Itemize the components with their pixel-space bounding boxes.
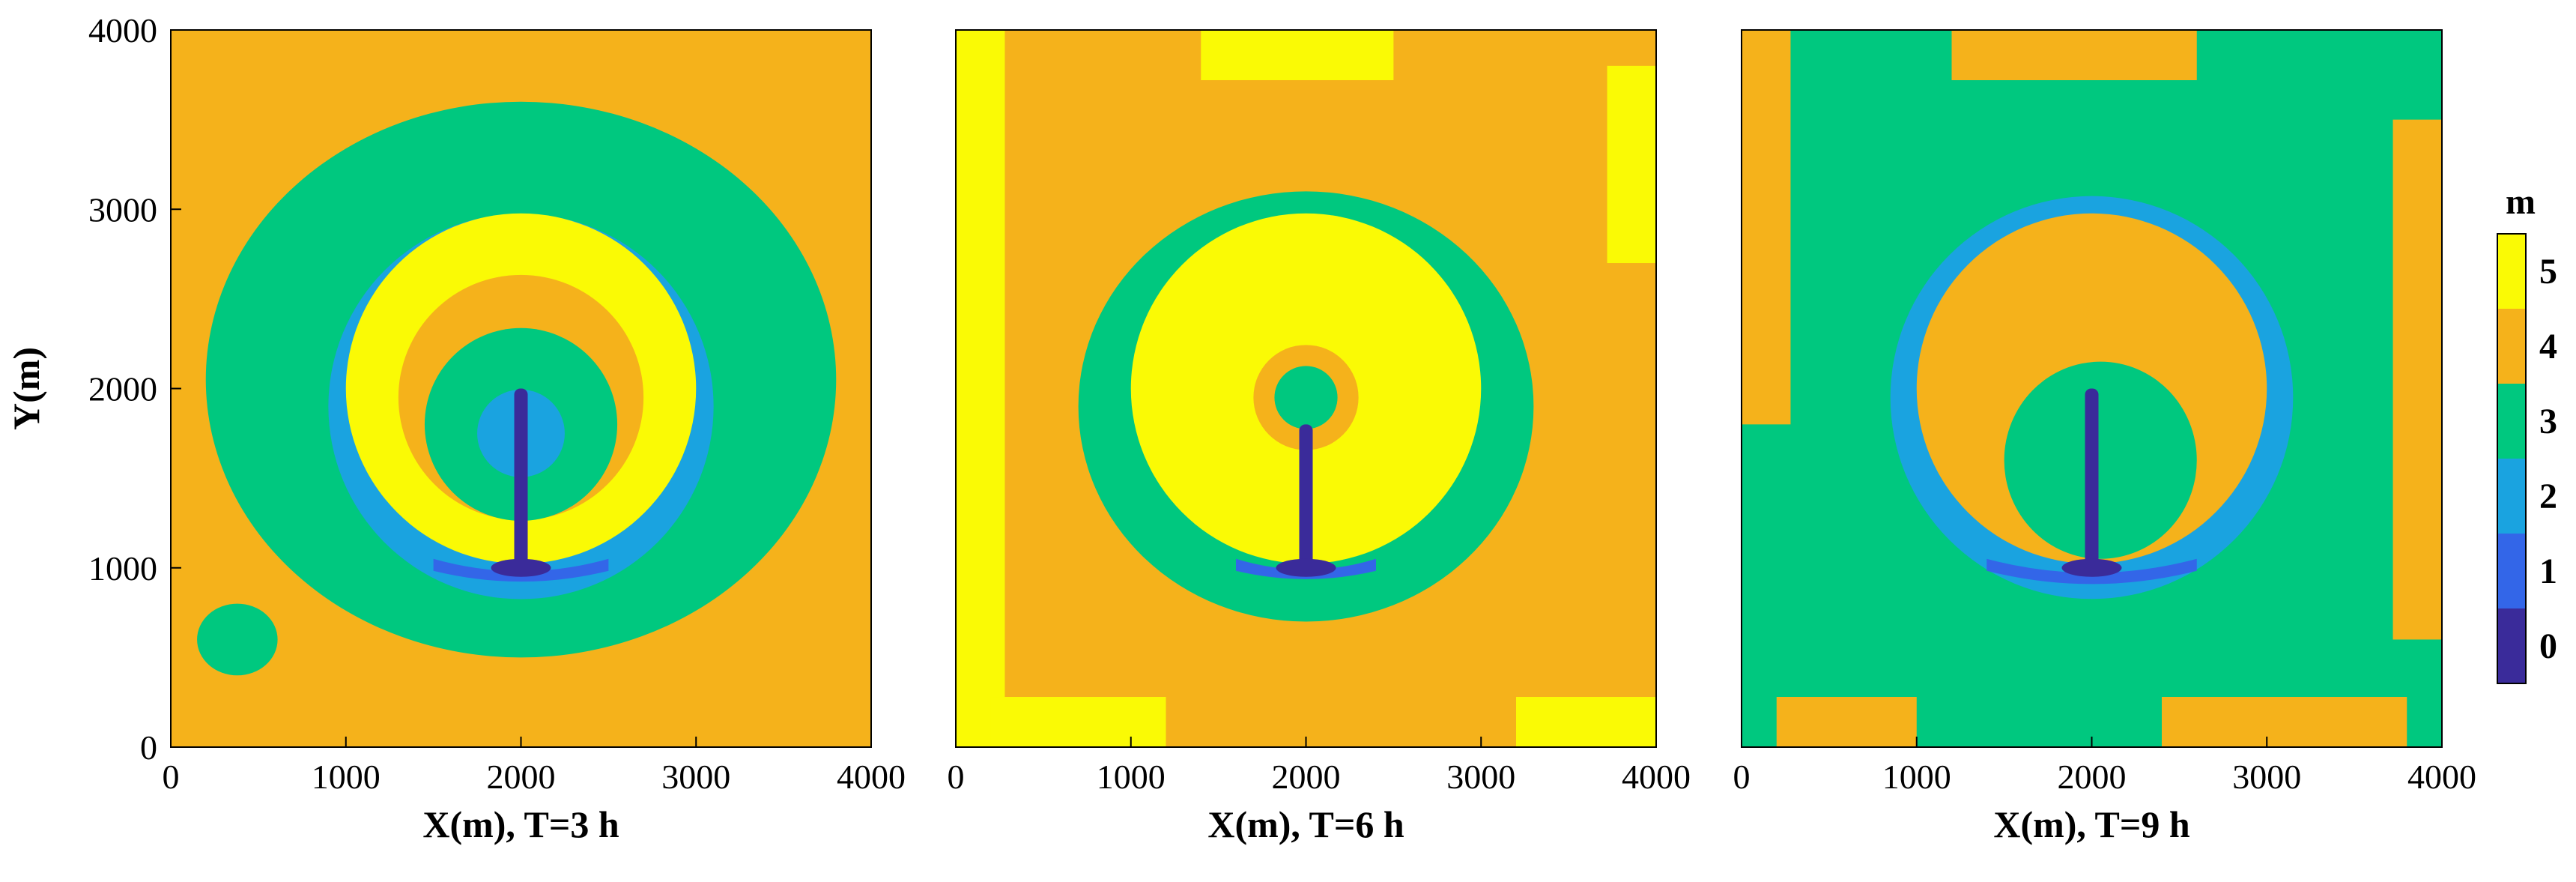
contour-region-level-0 xyxy=(1299,424,1313,568)
x-axis-label: X(m), T=6 h xyxy=(1207,803,1404,845)
x-tick-label: 0 xyxy=(948,758,965,796)
x-tick-label: 2000 xyxy=(487,758,556,796)
x-axis-label: X(m), T=3 h xyxy=(422,803,619,845)
contour-region-level-0 xyxy=(514,388,528,568)
contour-region-level-3 xyxy=(197,603,278,676)
colorbar: m 0 1 2 3 4 5 xyxy=(2497,182,2557,684)
colorbar-swatch-3 xyxy=(2497,384,2526,459)
x-tick-label: 0 xyxy=(1733,758,1751,796)
contour-region-level-4 xyxy=(1742,30,1791,425)
colorbar-swatch-1 xyxy=(2497,534,2526,608)
contour-panel-3: 0 1000 2000 3000 4000 X(m), T=9 h xyxy=(1733,29,2476,845)
contour-region-level-3 xyxy=(2004,361,2197,559)
y-axis-label: Y(m) xyxy=(5,347,47,430)
colorbar-tick-label: 0 xyxy=(2539,626,2557,666)
contour-region-level-1 xyxy=(1236,558,1376,579)
colorbar-swatch-2 xyxy=(2497,459,2526,534)
colorbar-title: m xyxy=(2506,182,2536,222)
contour-region-level-5 xyxy=(1607,65,1656,264)
x-tick-label: 3000 xyxy=(2232,758,2301,796)
x-tick-label: 4000 xyxy=(837,758,906,796)
y-tick-label: 2000 xyxy=(88,370,157,408)
contour-region-level-0 xyxy=(2085,388,2099,568)
colorbar-swatch-0 xyxy=(2497,608,2526,683)
x-axis-label: X(m), T=9 h xyxy=(1993,803,2189,845)
y-tick-label: 1000 xyxy=(88,549,157,588)
contour-region-level-5 xyxy=(990,697,1166,747)
y-tick-label: 4000 xyxy=(88,11,157,49)
contour-panel-1: 0 1000 2000 3000 4000 X(m), T=3 h 0 1000 2000 300… xyxy=(5,11,906,845)
colorbar-frame xyxy=(2497,233,2527,684)
contour-region-level-0 xyxy=(491,558,551,577)
x-tick-label: 4000 xyxy=(1622,758,1691,796)
x-tick-label: 3000 xyxy=(661,758,730,796)
contour-region-level-1 xyxy=(433,558,609,582)
x-tick-label: 2000 xyxy=(1272,758,1341,796)
colorbar-tick-label: 5 xyxy=(2539,252,2557,292)
contour-region-level-4 xyxy=(2162,697,2407,747)
contour-region-level-4 xyxy=(1951,30,2197,80)
contour-region-level-5 xyxy=(956,30,1005,747)
x-tick-label: 4000 xyxy=(2407,758,2476,796)
contour-panel-2: 0 1000 2000 3000 4000 X(m), T=6 h xyxy=(948,29,1691,845)
y-tick-label: 3000 xyxy=(88,190,157,229)
contour-region-level-5 xyxy=(1201,30,1394,80)
contour-region-level-4 xyxy=(1776,697,1917,747)
x-tick-label: 0 xyxy=(163,758,180,796)
colorbar-swatch-4 xyxy=(2497,309,2526,384)
x-tick-label: 1000 xyxy=(312,758,381,796)
contour-region-level-4 xyxy=(2392,119,2442,640)
x-tick-label: 1000 xyxy=(1882,758,1951,796)
colorbar-tick-label: 1 xyxy=(2539,552,2557,591)
colorbar-tick-label: 4 xyxy=(2539,327,2557,366)
colorbar-swatch-5 xyxy=(2497,234,2526,309)
x-tick-label: 2000 xyxy=(2058,758,2127,796)
contour-region-level-1 xyxy=(1986,558,2197,585)
y-tick-label: 0 xyxy=(140,728,157,767)
contour-region-level-3 xyxy=(1274,366,1338,429)
colorbar-tick-label: 2 xyxy=(2539,477,2557,516)
x-tick-label: 3000 xyxy=(1446,758,1515,796)
x-tick-label: 1000 xyxy=(1097,758,1166,796)
contour-region-level-5 xyxy=(1516,697,1656,747)
contour-region-level-0 xyxy=(1276,558,1336,577)
colorbar-tick-label: 3 xyxy=(2539,402,2557,441)
contour-region-level-0 xyxy=(2061,558,2122,577)
